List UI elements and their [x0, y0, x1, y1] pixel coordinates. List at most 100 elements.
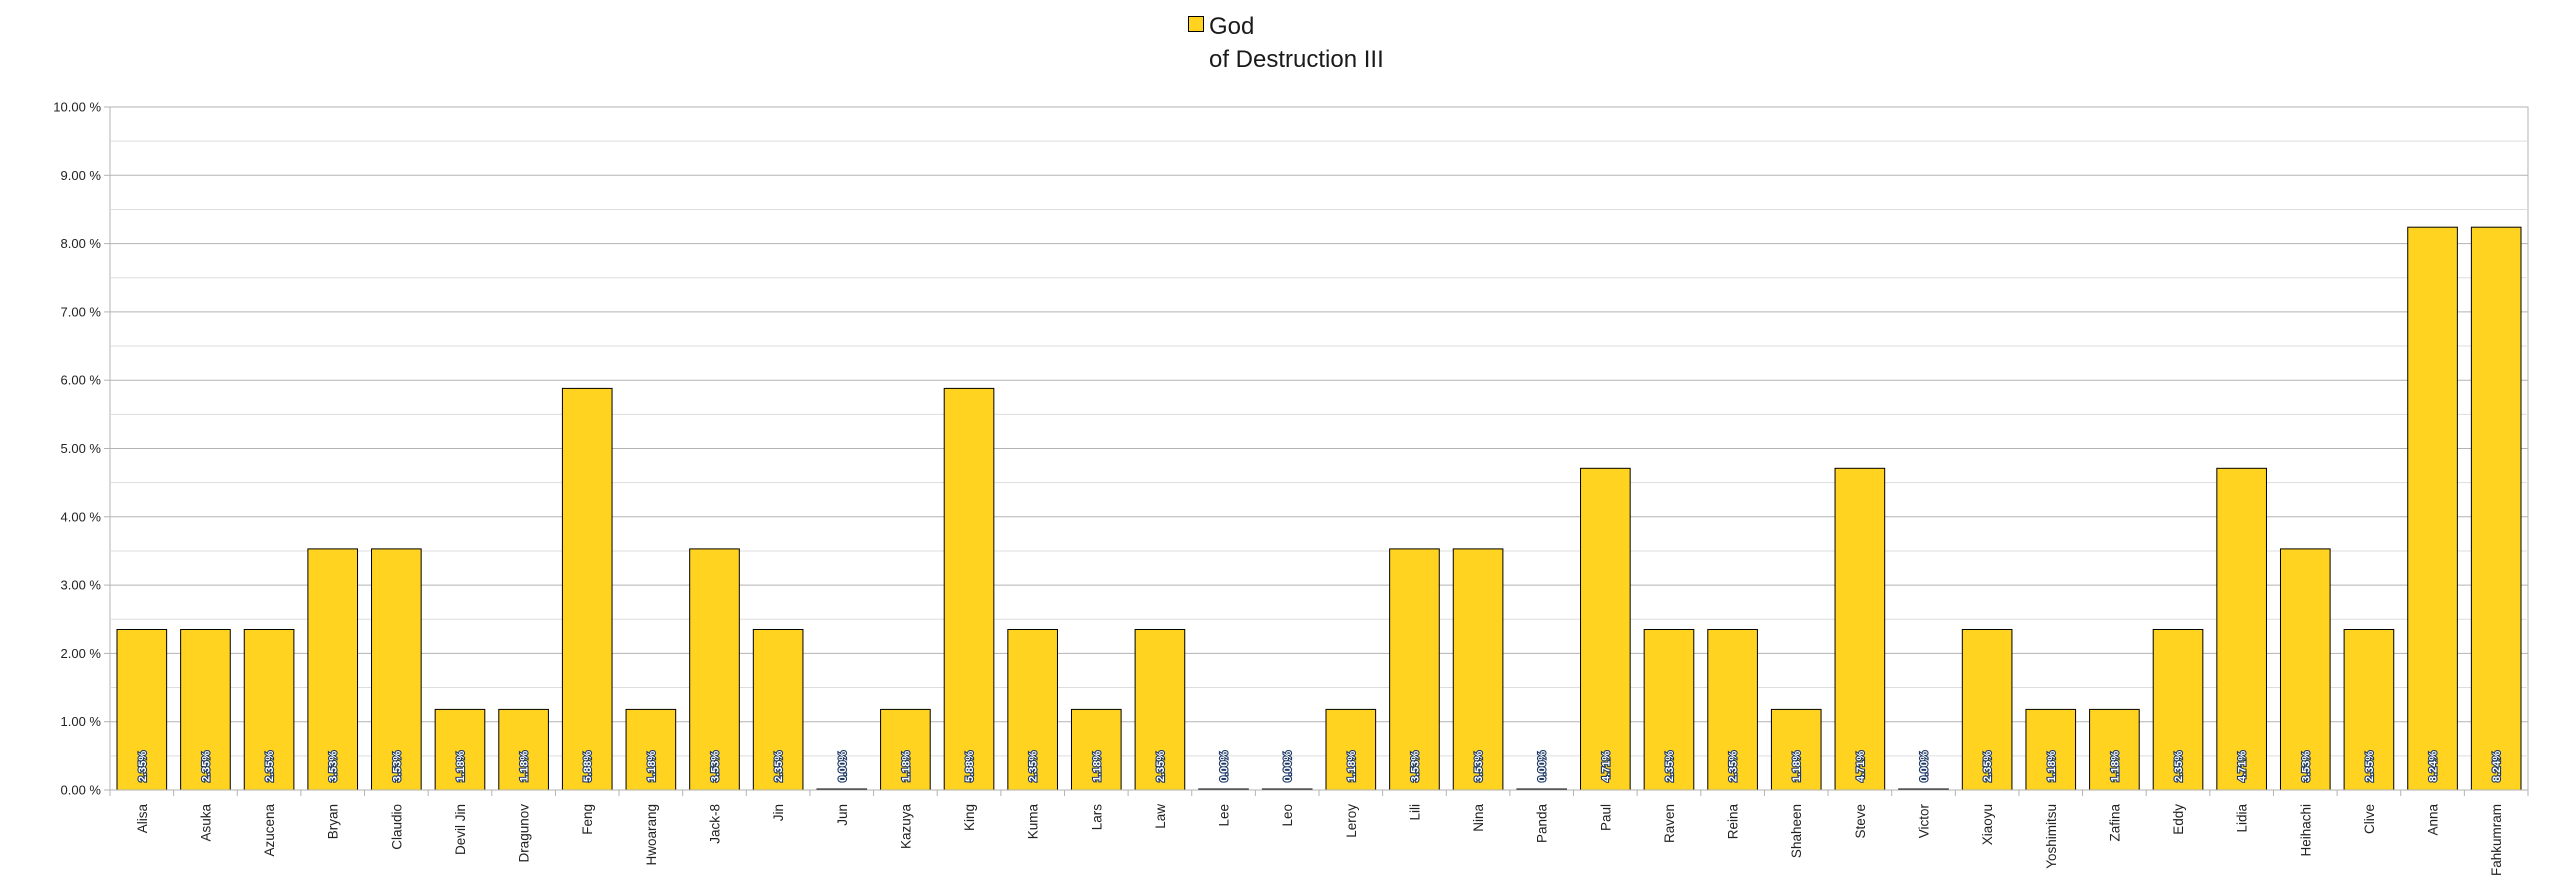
y-tick-label: 8.00 % — [61, 236, 102, 251]
category-label: Dragunov — [517, 804, 532, 863]
bar — [1452, 548, 1504, 791]
data-label: 4.71% — [1855, 751, 1867, 782]
data-label: 4.71% — [1600, 751, 1612, 782]
data-label: 1.18% — [2046, 751, 2058, 782]
bar — [2407, 226, 2458, 791]
bar — [1580, 467, 1631, 791]
data-label: 3.53% — [328, 751, 340, 782]
category-label: Panda — [1535, 804, 1550, 844]
category-label: Devil Jin — [453, 804, 468, 855]
bar — [1134, 628, 1186, 791]
category-label: Victor — [1917, 803, 1932, 838]
data-label: 2.35% — [1728, 751, 1740, 782]
data-label: 1.18% — [1091, 751, 1103, 782]
legend-swatch — [1188, 16, 1204, 32]
data-label: 2.35% — [2364, 751, 2376, 782]
bar — [180, 628, 231, 791]
category-label: Bryan — [326, 804, 341, 839]
data-label: 2.35% — [1982, 751, 1994, 782]
data-label: 4.71% — [2237, 751, 2249, 782]
category-label: Xiaoyu — [1980, 804, 1995, 845]
legend-label-line1: God — [1209, 13, 1255, 40]
data-label: 1.18% — [2109, 751, 2121, 782]
data-label: 0.00% — [1919, 751, 1931, 782]
data-label: 0.00% — [1219, 751, 1231, 782]
bar — [2343, 628, 2395, 791]
data-label: 2.35% — [773, 751, 785, 782]
category-label: Claudio — [389, 804, 404, 850]
bar — [625, 708, 677, 791]
category-label: Lee — [1217, 804, 1232, 827]
bar — [1961, 628, 2013, 791]
y-tick-label: 7.00 % — [61, 304, 102, 319]
data-label: 3.53% — [710, 751, 722, 782]
bar — [307, 548, 359, 791]
bar — [2279, 548, 2331, 791]
legend-label: God of Destruction III — [1209, 10, 1409, 76]
data-label: 1.18% — [455, 751, 467, 782]
category-label: Law — [1153, 804, 1168, 829]
category-label: Hwoarang — [644, 804, 659, 866]
category-label: Yoshimitsu — [2044, 804, 2059, 869]
legend-label-line2: of Destruction III — [1209, 46, 1384, 73]
category-label: Raven — [1662, 804, 1677, 843]
y-tick-label: 3.00 % — [61, 578, 102, 593]
category-label: Jin — [771, 804, 786, 821]
y-tick-label: 1.00 % — [61, 714, 102, 729]
bar — [1070, 708, 1122, 791]
category-label: Steve — [1853, 804, 1868, 839]
category-label: Alisa — [135, 804, 150, 834]
data-label: 0.00% — [1537, 751, 1549, 782]
category-label: Lili — [1407, 804, 1422, 821]
category-label: Jack-8 — [708, 804, 723, 844]
bar — [752, 628, 804, 791]
category-label: Jun — [835, 804, 850, 826]
category-label: Fahkumram — [2489, 804, 2504, 876]
bar — [498, 708, 549, 791]
data-label: 2.35% — [200, 751, 212, 782]
bar — [371, 548, 422, 791]
bar — [1389, 548, 1440, 791]
bar — [2216, 467, 2267, 791]
bar — [116, 628, 168, 791]
data-label: 1.18% — [1791, 751, 1803, 782]
data-label: 0.00% — [837, 751, 849, 782]
category-label: Nina — [1471, 804, 1486, 832]
category-label: Leroy — [1344, 804, 1359, 838]
category-label: Azucena — [262, 804, 277, 857]
data-label: 2.35% — [1155, 751, 1167, 782]
category-label: Reina — [1726, 804, 1741, 840]
category-label: Eddy — [2171, 804, 2186, 835]
category-label: Paul — [1598, 804, 1613, 831]
data-label: 2.35% — [137, 751, 149, 782]
data-label: 2.35% — [2173, 751, 2185, 782]
data-label: 2.35% — [1028, 751, 1040, 782]
y-tick-label: 4.00 % — [61, 509, 102, 524]
bar — [689, 548, 740, 791]
data-label: 3.53% — [2300, 751, 2312, 782]
bar — [1770, 708, 1822, 791]
category-label: Kazuya — [898, 804, 913, 850]
category-label: Clive — [2362, 804, 2377, 834]
category-label: Lars — [1089, 804, 1104, 831]
bar — [1643, 628, 1695, 791]
data-label: 3.53% — [391, 751, 403, 782]
data-label: 3.53% — [1409, 751, 1421, 782]
data-label: 1.18% — [1346, 751, 1358, 782]
data-label: 2.35% — [264, 751, 276, 782]
bar — [1325, 708, 1377, 791]
category-label: Anna — [2426, 804, 2441, 836]
y-tick-label: 6.00 % — [61, 373, 102, 388]
data-label: 1.18% — [646, 751, 658, 782]
category-label: Kuma — [1026, 804, 1041, 840]
data-label: 8.24% — [2428, 751, 2440, 782]
category-label: King — [962, 804, 977, 831]
y-tick-label: 9.00 % — [61, 168, 102, 183]
data-label: 3.53% — [1473, 751, 1485, 782]
category-label: Leo — [1280, 804, 1295, 827]
category-label: Asuka — [198, 804, 213, 842]
bar — [1007, 628, 1058, 791]
data-label: 1.18% — [519, 751, 531, 782]
category-label: Heihachi — [2298, 804, 2313, 857]
